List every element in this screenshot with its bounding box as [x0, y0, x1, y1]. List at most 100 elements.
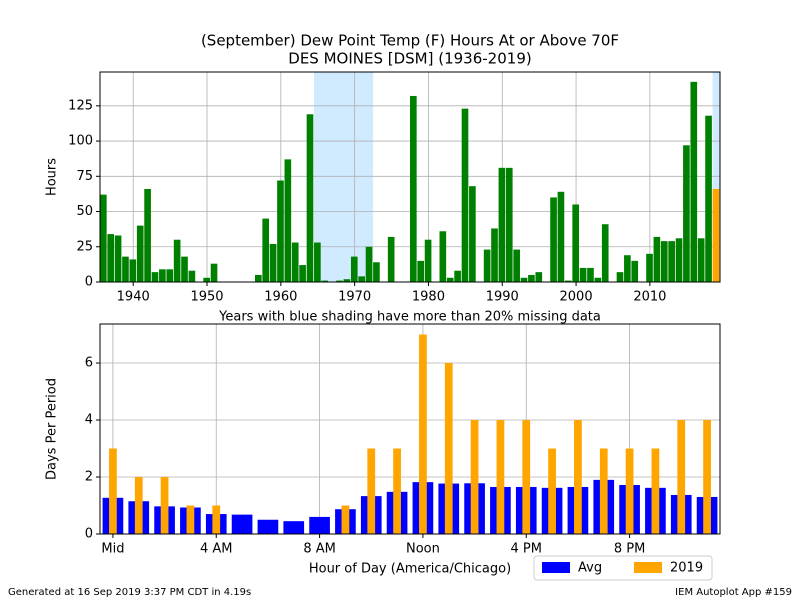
bar — [277, 180, 284, 282]
bar — [594, 277, 602, 282]
bar — [284, 159, 292, 282]
bar — [269, 243, 277, 282]
bar — [343, 279, 351, 282]
bar — [498, 167, 506, 282]
bar — [299, 265, 306, 282]
y-tick-label: 100 — [68, 134, 93, 149]
bar — [454, 270, 461, 282]
bar — [601, 224, 609, 282]
bar — [624, 255, 631, 282]
bar — [107, 234, 115, 282]
footer-left: Generated at 16 Sep 2019 3:37 PM CDT in … — [8, 587, 251, 598]
bar — [683, 145, 690, 282]
bar — [528, 274, 535, 282]
bar — [417, 260, 425, 282]
legend-label: 2019 — [670, 561, 703, 576]
missing-data-shade — [712, 72, 720, 282]
bar — [446, 277, 454, 282]
x-tick-label: 1970 — [338, 290, 371, 305]
bar — [703, 420, 711, 534]
bar — [705, 115, 712, 282]
bar — [535, 272, 543, 282]
bar — [574, 420, 582, 534]
bar — [491, 228, 498, 282]
bar — [186, 505, 195, 534]
bar — [572, 204, 580, 282]
legend-label: Avg — [578, 561, 602, 576]
y-tick-label: 50 — [76, 204, 93, 219]
bar — [134, 477, 143, 534]
legend-swatch — [542, 562, 570, 573]
bar — [660, 241, 668, 282]
bar — [291, 242, 299, 282]
bar — [565, 280, 572, 282]
x-tick-label: 2000 — [560, 290, 593, 305]
bar — [109, 448, 117, 534]
bar — [496, 420, 505, 534]
x-tick-label: Mid — [101, 542, 124, 557]
bar — [314, 242, 321, 282]
bar — [625, 448, 634, 534]
bar — [513, 249, 520, 282]
legend-box — [533, 555, 713, 581]
bar — [367, 448, 376, 534]
bar — [144, 188, 151, 282]
bar — [712, 188, 720, 282]
bar — [151, 272, 159, 282]
bar — [690, 81, 698, 282]
missing-data-shade — [314, 72, 374, 282]
bar — [646, 253, 653, 282]
bar — [424, 239, 432, 282]
bar — [231, 514, 253, 534]
footer-right: IEM Autoplot App #159 — [675, 587, 792, 598]
bar — [136, 225, 144, 282]
bar — [341, 505, 350, 534]
bar — [365, 246, 373, 282]
bar — [631, 260, 639, 282]
bar — [550, 197, 557, 282]
bar — [668, 241, 675, 282]
bar — [309, 516, 330, 534]
x-tick-label: 1960 — [264, 290, 297, 305]
bar — [181, 256, 188, 282]
bar — [483, 249, 491, 282]
bar — [439, 231, 447, 282]
bar — [160, 477, 169, 534]
bar — [203, 277, 210, 282]
x-tick-label: 4 PM — [511, 542, 542, 557]
x-tick-label: 1980 — [412, 290, 445, 305]
plot-frame — [99, 71, 721, 283]
bar — [212, 505, 221, 534]
bar — [419, 334, 427, 534]
y-axis-label: Days Per Period — [45, 378, 60, 480]
bar — [469, 186, 476, 282]
bar — [522, 420, 531, 534]
x-tick-label: 8 AM — [303, 542, 336, 557]
x-tick-label: 4 AM — [200, 542, 233, 557]
chart-subtitle: DES MOINES [DSM] (1936-2019) — [288, 50, 531, 68]
y-tick-label: 0 — [85, 275, 93, 290]
x-axis-label: Hour of Day (America/Chicago) — [309, 562, 511, 577]
bar — [677, 420, 686, 534]
chart-title: (September) Dew Point Temp (F) Hours At … — [201, 32, 619, 50]
bar — [306, 114, 314, 282]
bar — [173, 239, 181, 282]
bar — [675, 238, 683, 282]
bar — [122, 256, 129, 282]
bar — [321, 280, 329, 282]
bar — [262, 218, 270, 282]
bar — [166, 269, 174, 282]
bar — [616, 272, 624, 282]
bar — [599, 448, 608, 534]
bar — [697, 238, 705, 282]
bar — [373, 262, 380, 282]
bar — [470, 420, 479, 534]
bar — [358, 276, 365, 282]
bar — [387, 236, 395, 282]
bar — [255, 274, 262, 282]
bar — [159, 269, 166, 282]
bar — [651, 448, 660, 534]
bar — [393, 448, 401, 534]
bar — [461, 108, 469, 283]
